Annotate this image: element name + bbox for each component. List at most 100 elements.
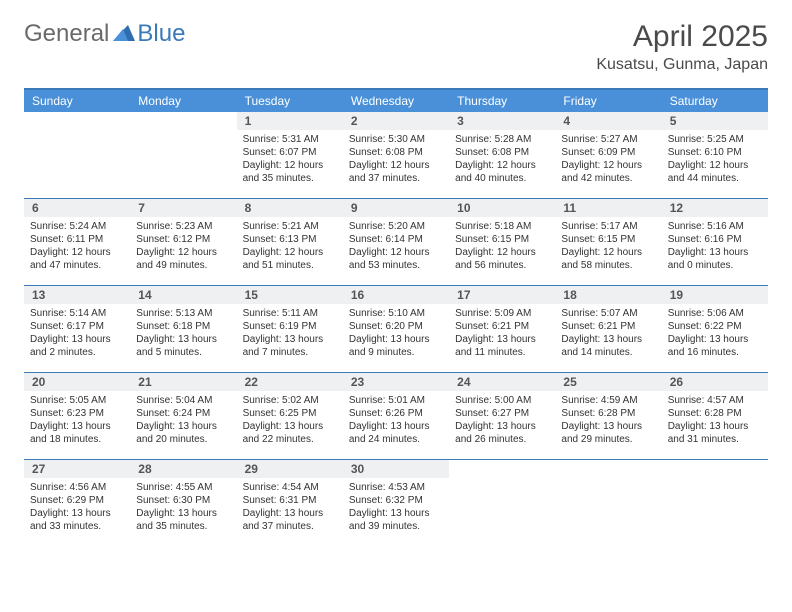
week-row: ..1Sunrise: 5:31 AMSunset: 6:07 PMDaylig… <box>24 112 768 198</box>
day-cell: 16Sunrise: 5:10 AMSunset: 6:20 PMDayligh… <box>343 286 449 372</box>
sunset-line: Sunset: 6:14 PM <box>349 233 443 246</box>
day-cell: . <box>449 460 555 546</box>
day-cell: 12Sunrise: 5:16 AMSunset: 6:16 PMDayligh… <box>662 199 768 285</box>
sunset-line: Sunset: 6:16 PM <box>668 233 762 246</box>
day-body: Sunrise: 5:06 AMSunset: 6:22 PMDaylight:… <box>662 304 768 363</box>
sunrise-line: Sunrise: 5:23 AM <box>136 220 230 233</box>
daylight-line: Daylight: 13 hours and 0 minutes. <box>668 246 762 272</box>
weekday-header: Saturday <box>662 90 768 112</box>
daylight-line: Daylight: 13 hours and 14 minutes. <box>561 333 655 359</box>
title-block: April 2025 Kusatsu, Gunma, Japan <box>596 20 768 74</box>
day-cell: 30Sunrise: 4:53 AMSunset: 6:32 PMDayligh… <box>343 460 449 546</box>
sunset-line: Sunset: 6:28 PM <box>668 407 762 420</box>
day-number: 23 <box>343 373 449 391</box>
sunrise-line: Sunrise: 5:10 AM <box>349 307 443 320</box>
sunrise-line: Sunrise: 5:05 AM <box>30 394 124 407</box>
daylight-line: Daylight: 13 hours and 9 minutes. <box>349 333 443 359</box>
day-cell: 21Sunrise: 5:04 AMSunset: 6:24 PMDayligh… <box>130 373 236 459</box>
sunrise-line: Sunrise: 4:57 AM <box>668 394 762 407</box>
day-body: Sunrise: 4:55 AMSunset: 6:30 PMDaylight:… <box>130 478 236 537</box>
sunrise-line: Sunrise: 5:18 AM <box>455 220 549 233</box>
daylight-line: Daylight: 12 hours and 51 minutes. <box>243 246 337 272</box>
day-number: 17 <box>449 286 555 304</box>
day-body: Sunrise: 5:07 AMSunset: 6:21 PMDaylight:… <box>555 304 661 363</box>
day-body: Sunrise: 5:24 AMSunset: 6:11 PMDaylight:… <box>24 217 130 276</box>
day-cell: 27Sunrise: 4:56 AMSunset: 6:29 PMDayligh… <box>24 460 130 546</box>
month-title: April 2025 <box>596 20 768 54</box>
sunset-line: Sunset: 6:29 PM <box>30 494 124 507</box>
sunrise-line: Sunrise: 5:02 AM <box>243 394 337 407</box>
sunset-line: Sunset: 6:11 PM <box>30 233 124 246</box>
weekday-header: Tuesday <box>237 90 343 112</box>
day-body: Sunrise: 4:59 AMSunset: 6:28 PMDaylight:… <box>555 391 661 450</box>
day-cell: 3Sunrise: 5:28 AMSunset: 6:08 PMDaylight… <box>449 112 555 198</box>
sunset-line: Sunset: 6:22 PM <box>668 320 762 333</box>
day-number: 21 <box>130 373 236 391</box>
day-body: Sunrise: 5:02 AMSunset: 6:25 PMDaylight:… <box>237 391 343 450</box>
daylight-line: Daylight: 12 hours and 35 minutes. <box>243 159 337 185</box>
sunrise-line: Sunrise: 4:53 AM <box>349 481 443 494</box>
day-body: Sunrise: 5:00 AMSunset: 6:27 PMDaylight:… <box>449 391 555 450</box>
day-body: Sunrise: 5:18 AMSunset: 6:15 PMDaylight:… <box>449 217 555 276</box>
day-cell: 8Sunrise: 5:21 AMSunset: 6:13 PMDaylight… <box>237 199 343 285</box>
brand-part1: General <box>24 20 109 48</box>
sunrise-line: Sunrise: 4:59 AM <box>561 394 655 407</box>
brand-logo: General Blue <box>24 20 185 48</box>
sunset-line: Sunset: 6:25 PM <box>243 407 337 420</box>
day-body: Sunrise: 5:01 AMSunset: 6:26 PMDaylight:… <box>343 391 449 450</box>
day-number: 6 <box>24 199 130 217</box>
daylight-line: Daylight: 13 hours and 20 minutes. <box>136 420 230 446</box>
day-cell: 19Sunrise: 5:06 AMSunset: 6:22 PMDayligh… <box>662 286 768 372</box>
day-cell: 28Sunrise: 4:55 AMSunset: 6:30 PMDayligh… <box>130 460 236 546</box>
day-cell: 7Sunrise: 5:23 AMSunset: 6:12 PMDaylight… <box>130 199 236 285</box>
sunset-line: Sunset: 6:23 PM <box>30 407 124 420</box>
sunrise-line: Sunrise: 5:24 AM <box>30 220 124 233</box>
day-cell: 26Sunrise: 4:57 AMSunset: 6:28 PMDayligh… <box>662 373 768 459</box>
day-number: 25 <box>555 373 661 391</box>
sunrise-line: Sunrise: 5:27 AM <box>561 133 655 146</box>
sunrise-line: Sunrise: 5:21 AM <box>243 220 337 233</box>
daylight-line: Daylight: 13 hours and 18 minutes. <box>30 420 124 446</box>
day-body: Sunrise: 4:54 AMSunset: 6:31 PMDaylight:… <box>237 478 343 537</box>
sunset-line: Sunset: 6:20 PM <box>349 320 443 333</box>
sunset-line: Sunset: 6:09 PM <box>561 146 655 159</box>
sunrise-line: Sunrise: 5:28 AM <box>455 133 549 146</box>
day-body: Sunrise: 5:04 AMSunset: 6:24 PMDaylight:… <box>130 391 236 450</box>
sunset-line: Sunset: 6:24 PM <box>136 407 230 420</box>
day-number: 22 <box>237 373 343 391</box>
sunset-line: Sunset: 6:12 PM <box>136 233 230 246</box>
sunset-line: Sunset: 6:28 PM <box>561 407 655 420</box>
day-cell: 10Sunrise: 5:18 AMSunset: 6:15 PMDayligh… <box>449 199 555 285</box>
day-number: 28 <box>130 460 236 478</box>
day-number: 4 <box>555 112 661 130</box>
sunrise-line: Sunrise: 5:14 AM <box>30 307 124 320</box>
logo-triangle-icon <box>113 20 135 48</box>
sunrise-line: Sunrise: 5:07 AM <box>561 307 655 320</box>
day-cell: . <box>555 460 661 546</box>
day-body: Sunrise: 5:30 AMSunset: 6:08 PMDaylight:… <box>343 130 449 189</box>
day-cell: 14Sunrise: 5:13 AMSunset: 6:18 PMDayligh… <box>130 286 236 372</box>
daylight-line: Daylight: 12 hours and 40 minutes. <box>455 159 549 185</box>
sunset-line: Sunset: 6:15 PM <box>561 233 655 246</box>
day-cell: 24Sunrise: 5:00 AMSunset: 6:27 PMDayligh… <box>449 373 555 459</box>
day-body: Sunrise: 5:09 AMSunset: 6:21 PMDaylight:… <box>449 304 555 363</box>
brand-part2: Blue <box>137 20 185 48</box>
sunset-line: Sunset: 6:19 PM <box>243 320 337 333</box>
sunrise-line: Sunrise: 5:01 AM <box>349 394 443 407</box>
day-number: 24 <box>449 373 555 391</box>
day-body: Sunrise: 5:10 AMSunset: 6:20 PMDaylight:… <box>343 304 449 363</box>
sunset-line: Sunset: 6:21 PM <box>561 320 655 333</box>
sunrise-line: Sunrise: 4:54 AM <box>243 481 337 494</box>
weekday-header: Monday <box>130 90 236 112</box>
sunset-line: Sunset: 6:13 PM <box>243 233 337 246</box>
day-number: 9 <box>343 199 449 217</box>
day-body: Sunrise: 5:21 AMSunset: 6:13 PMDaylight:… <box>237 217 343 276</box>
sunset-line: Sunset: 6:15 PM <box>455 233 549 246</box>
day-body: Sunrise: 5:11 AMSunset: 6:19 PMDaylight:… <box>237 304 343 363</box>
day-number: 16 <box>343 286 449 304</box>
daylight-line: Daylight: 13 hours and 37 minutes. <box>243 507 337 533</box>
daylight-line: Daylight: 12 hours and 53 minutes. <box>349 246 443 272</box>
sunset-line: Sunset: 6:31 PM <box>243 494 337 507</box>
daylight-line: Daylight: 12 hours and 49 minutes. <box>136 246 230 272</box>
day-number: 27 <box>24 460 130 478</box>
